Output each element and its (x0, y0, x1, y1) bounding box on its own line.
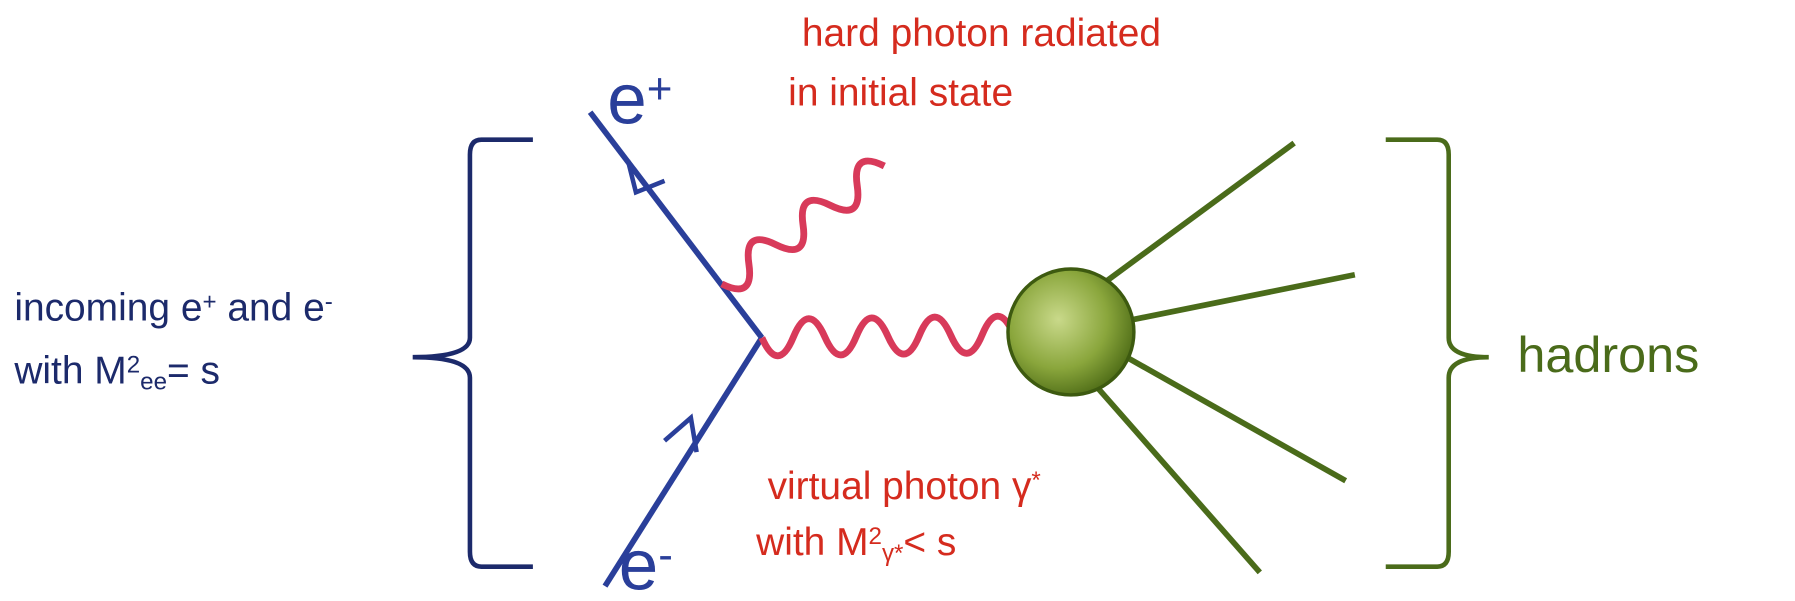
text-part: with M (755, 521, 868, 564)
electron-label: e- (619, 527, 673, 601)
text-part: e (607, 61, 646, 140)
subscript: ee (140, 368, 167, 395)
superscript: 2 (869, 523, 882, 550)
hadron-jets (1091, 140, 1356, 575)
text-part: with M (13, 349, 126, 392)
jet (1127, 271, 1356, 324)
superscript: * (1031, 467, 1041, 494)
jet (1097, 140, 1296, 289)
text-part: = s (167, 349, 220, 392)
positron-line (587, 110, 765, 340)
hard-photon (720, 157, 886, 293)
left-bracket (412, 137, 533, 569)
text-part: incoming e (14, 287, 202, 330)
virtual-photon-label: virtual photon γ* (768, 465, 1042, 508)
virtual-photon-label: with M2γ*< s (755, 521, 956, 567)
superscript: + (202, 289, 216, 316)
subscript: γ* (882, 540, 904, 567)
electron-line (602, 336, 765, 588)
text-part: hadrons (1517, 326, 1699, 383)
incoming-label: with M2ee= s (13, 349, 220, 395)
text-part: < s (903, 521, 956, 564)
hard-photon-label: in initial state (788, 71, 1013, 114)
jet (1121, 352, 1348, 484)
arrow (663, 413, 699, 453)
arrow (625, 159, 666, 196)
positron-label: e+ (607, 61, 672, 140)
superscript: 2 (127, 352, 140, 379)
text-part: and e (217, 287, 325, 330)
superscript: + (647, 65, 673, 114)
superscript: - (325, 289, 333, 316)
jet (1091, 381, 1262, 575)
hadrons-label: hadrons (1517, 326, 1699, 383)
hard-photon-label: hard photon radiated (802, 12, 1161, 55)
text-part: virtual photon (768, 465, 1012, 508)
virtual-photon (758, 312, 1017, 360)
hadron-blob (1006, 267, 1136, 397)
right-bracket (1385, 137, 1489, 569)
superscript: - (658, 531, 673, 580)
text-part: e (619, 527, 658, 601)
text-part: in initial state (788, 71, 1013, 114)
text-part: hard photon radiated (802, 12, 1161, 55)
incoming-label: incoming e+ and e- (14, 287, 332, 330)
text-part: γ (1012, 465, 1032, 508)
